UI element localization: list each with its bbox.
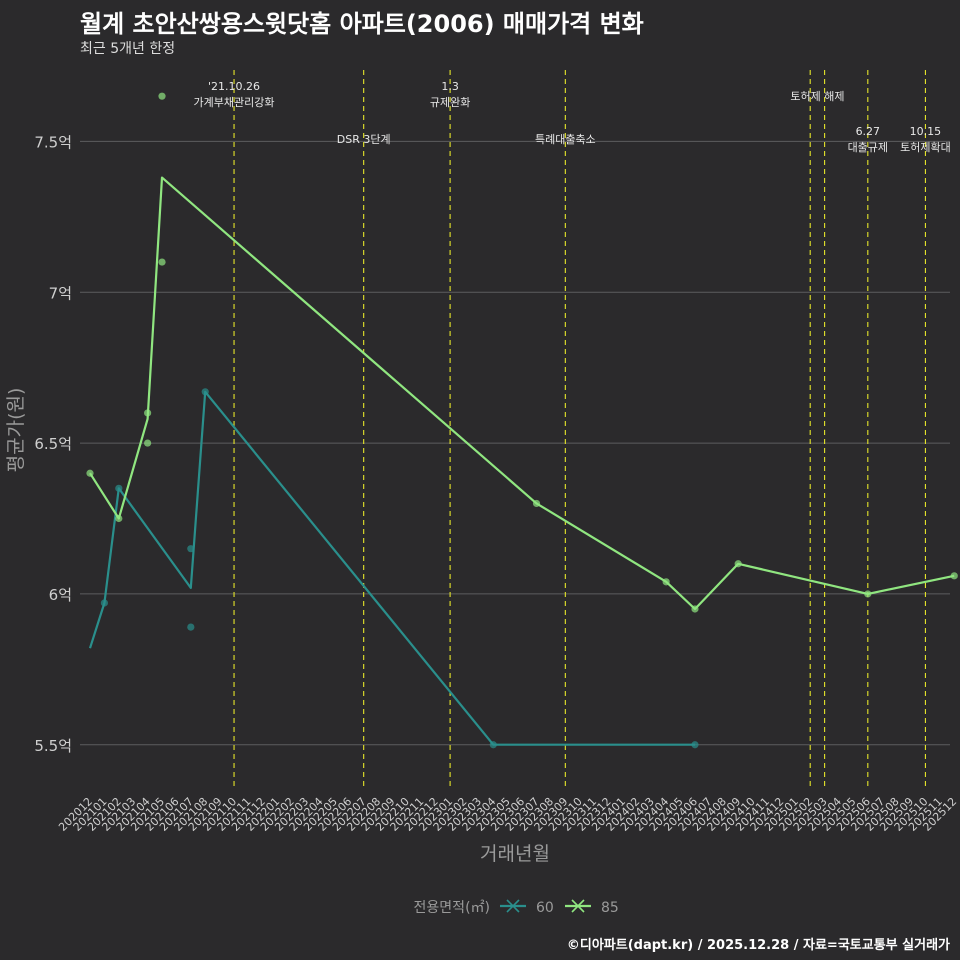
- data-point-85: [158, 258, 166, 266]
- data-point-85: [864, 590, 872, 598]
- chart-subtitle: 최근 5개년 한정: [80, 41, 176, 57]
- series-line-85: [89, 176, 955, 611]
- event-label: 1.3: [441, 80, 459, 93]
- event-label: 10.15: [910, 125, 942, 138]
- source-caption: ©디아파트(dapt.kr) / 2025.12.28 / 자료=국토교통부 실…: [566, 938, 950, 953]
- event-label: 대출규제: [848, 141, 888, 154]
- data-point-85: [662, 578, 670, 586]
- legend-label: 60: [536, 900, 554, 916]
- data-point-85: [144, 439, 152, 447]
- y-tick-label: 7.5억: [34, 133, 72, 151]
- y-tick-label: 5.5억: [34, 737, 72, 755]
- data-point-60: [187, 545, 195, 553]
- x-axis-title: 거래년월: [480, 843, 550, 865]
- event-label: 토허제 해제: [790, 89, 844, 103]
- event-label: 규제완화: [430, 96, 470, 109]
- data-point-60: [115, 484, 123, 492]
- data-point-60: [100, 599, 109, 607]
- legend-key-mark: [571, 899, 585, 913]
- data-point-60: [691, 741, 699, 749]
- legend-label: 85: [601, 900, 619, 916]
- data-point-60: [489, 741, 497, 749]
- event-label: 가계부채관리강화: [194, 96, 275, 109]
- data-point-85: [532, 499, 541, 508]
- y-tick-label: 7억: [49, 284, 72, 302]
- data-point-85: [115, 514, 123, 523]
- legend-key-mark: [506, 899, 520, 913]
- y-tick-label: 6.5억: [34, 435, 72, 453]
- data-point-85: [158, 92, 166, 100]
- data-point-85: [86, 469, 94, 477]
- data-point-60: [201, 388, 209, 396]
- event-label: DSR 3단계: [337, 133, 391, 146]
- event-label: 토허제확대: [900, 141, 951, 154]
- event-label: '21.10.26: [208, 80, 260, 93]
- chart-title: 월계 초안산쌍용스윗닷홈 아파트(2006) 매매가격 변화: [80, 10, 644, 38]
- event-label: 특례대출축소: [535, 133, 596, 146]
- y-axis-title: 평균가(원): [5, 388, 27, 473]
- event-label: 6.27: [856, 125, 881, 138]
- legend-title: 전용면적(㎡): [414, 900, 490, 916]
- series-line-60: [88, 390, 695, 746]
- data-point-85: [734, 560, 742, 568]
- y-tick-label: 6억: [49, 586, 72, 604]
- data-point-85: [691, 605, 699, 613]
- data-point-60: [187, 623, 195, 631]
- data-point-85: [950, 572, 958, 580]
- data-point-85: [144, 409, 152, 417]
